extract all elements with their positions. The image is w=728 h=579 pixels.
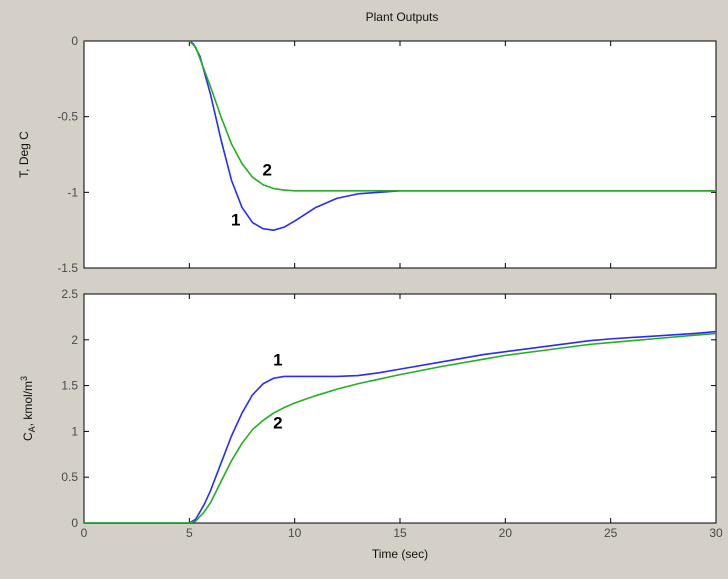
conc-ytick-label: 2	[71, 333, 78, 347]
ylabel-superscript: 3	[19, 376, 29, 381]
conc-ytick-label: 0.5	[61, 470, 78, 484]
conc-plot-area	[83, 293, 717, 524]
conc-xtick-label: 25	[604, 526, 618, 540]
temp-series-2-line	[84, 41, 716, 192]
conc-xtick-label: 0	[81, 526, 88, 540]
conc-series-2-line	[84, 332, 716, 523]
conc-ytick-label: 1	[71, 424, 78, 438]
conc-series-1-line	[84, 330, 716, 523]
figure-title: Plant Outputs	[366, 10, 439, 24]
conc-xtick-label: 20	[499, 526, 513, 540]
temp-ytick-label: -1.5	[57, 261, 78, 275]
temp-ytick-label: 0	[71, 34, 78, 48]
conc-y-axis-title: CA, kmol/m3	[19, 376, 37, 441]
temp-ytick-label: -0.5	[57, 110, 78, 124]
conc-curve-label-1: 1	[273, 350, 282, 369]
conc-xtick-label: 10	[288, 526, 302, 540]
ylabel-unit: , kmol/m	[21, 381, 35, 426]
conc-ytick-label: 1.5	[61, 379, 78, 393]
concentration-plot: 0 5 10 15 20 25 30 0 0.5 1 1.5 2 2.5 1 2 Time (sec) CA, …	[19, 287, 723, 561]
conc-ytick-label: 0	[71, 516, 78, 530]
temperature-plot: 0 -0.5 -1 -1.5 2 1 T, Deg C	[17, 34, 717, 275]
conc-xtick-label: 15	[393, 526, 407, 540]
temp-curve-label-2: 2	[263, 161, 272, 180]
temp-y-axis-title: T, Deg C	[17, 131, 31, 178]
temp-curve-label-1: 1	[231, 211, 240, 230]
conc-xtick-label: 5	[186, 526, 193, 540]
conc-x-axis-title: Time (sec)	[372, 547, 428, 561]
ylabel-main: C	[21, 432, 35, 441]
ylabel-subscript: A	[27, 426, 37, 432]
temp-ytick-label: -1	[67, 185, 78, 199]
conc-ytick-label: 2.5	[61, 287, 78, 301]
temp-plot-area	[83, 40, 717, 269]
conc-curve-label-2: 2	[273, 414, 282, 433]
conc-xtick-label: 30	[709, 526, 723, 540]
